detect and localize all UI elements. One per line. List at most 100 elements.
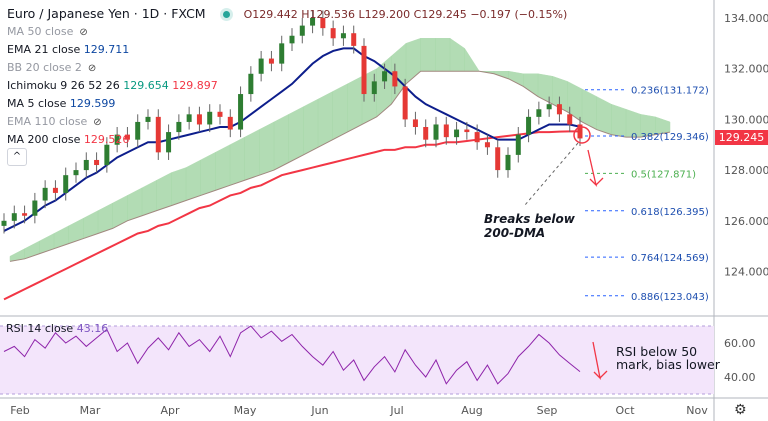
price-tick: 128.000: [724, 164, 768, 177]
hidden-eye-icon[interactable]: ⊘: [79, 27, 88, 38]
candle-body: [289, 35, 295, 44]
rsi-annotation: RSI below 50 mark, bias lower: [616, 344, 720, 372]
candle-body: [382, 71, 388, 82]
candle-body: [63, 175, 69, 193]
rsi-tick: 60.00: [724, 337, 756, 350]
candle-body: [258, 58, 264, 74]
ohlc-close: C129.245: [413, 8, 467, 21]
rsi-tick: 40.00: [724, 371, 756, 384]
rsi-line: [3, 325, 581, 385]
candle-body: [330, 28, 336, 39]
fib-level-label: 0.236(131.172): [631, 86, 709, 97]
candle-body: [536, 109, 542, 117]
candle-body: [196, 114, 202, 125]
ichimoku-cloud-segment: [127, 187, 143, 222]
time-tick: Oct: [615, 404, 635, 417]
candle-body: [145, 116, 151, 122]
candle-body: [392, 71, 398, 87]
candle-body: [310, 18, 316, 26]
annotation-pointer: [524, 142, 579, 206]
candle-body: [238, 94, 244, 130]
ma200-line: [3, 130, 581, 301]
candle-body: [176, 121, 182, 133]
time-tick: Feb: [10, 404, 29, 417]
candle-body: [412, 119, 418, 128]
candle-body: [279, 43, 285, 64]
ichimoku-cloud-segment: [215, 144, 231, 191]
indicator-ma50[interactable]: MA 50 close ⊘: [7, 23, 567, 41]
candle-body: [268, 58, 274, 64]
candle-body: [402, 86, 408, 120]
fib-level-label: 0.382(129.346): [631, 132, 709, 143]
indicator-ichimoku[interactable]: Ichimoku 9 26 52 26 129.654 129.897: [7, 79, 218, 92]
candle-body: [423, 127, 429, 140]
candle-body: [227, 116, 233, 130]
indicator-ema21[interactable]: EMA 21 close 129.711: [7, 43, 130, 56]
candle-body: [464, 129, 470, 133]
ichimoku-cloud-segment: [53, 225, 69, 250]
candle-body: [299, 25, 305, 36]
breakdown-circle: [573, 126, 591, 144]
settings-gear-icon[interactable]: ⚙: [734, 402, 747, 418]
collapse-legend-button[interactable]: ^: [7, 148, 27, 166]
candle-body: [526, 116, 532, 135]
time-tick: Sep: [537, 404, 558, 417]
ohlc-change: −0.197 (−0.15%): [470, 8, 568, 21]
candle-body: [166, 132, 172, 153]
candle-body: [443, 124, 449, 138]
candle-body: [104, 144, 110, 166]
ichimoku-cloud-segment: [611, 103, 627, 138]
symbol-title: Euro / Japanese Yen · 1D · FXCM: [7, 6, 206, 21]
time-tick: Jun: [310, 404, 328, 417]
candle-body: [546, 104, 552, 110]
price-tick: 130.000: [724, 113, 768, 126]
indicator-ma200[interactable]: MA 200 close 129.526: [7, 133, 130, 146]
last-price-label: 129.245: [715, 130, 768, 145]
candle-body: [340, 33, 346, 39]
time-tick: Aug: [461, 404, 482, 417]
candle-body: [556, 104, 562, 115]
legend: Euro / Japanese Yen · 1D · FXCM O129.442…: [7, 5, 567, 149]
ohlc-open: O129.442: [243, 8, 298, 21]
fib-level-label: 0.5(127.871): [631, 169, 696, 180]
candle-body: [83, 159, 89, 171]
candle-body: [42, 187, 48, 201]
candle-body: [567, 114, 573, 125]
ichimoku-cloud-segment: [141, 179, 157, 217]
candle-body: [114, 134, 120, 145]
down-arrow: [587, 149, 604, 188]
indicator-ma5[interactable]: MA 5 close 129.599: [7, 97, 116, 110]
time-tick: Nov: [686, 404, 708, 417]
breaks-annotation: Breaks below 200-DMA: [484, 212, 575, 240]
candle-body: [73, 170, 79, 176]
candle-body: [433, 124, 439, 140]
time-tick: May: [234, 404, 257, 417]
ohlc-high: H129.536: [301, 8, 356, 21]
candle-body: [484, 142, 490, 148]
time-tick: Jul: [389, 404, 403, 417]
ichimoku-cloud-segment: [596, 96, 612, 135]
price-tick: 126.000: [724, 215, 768, 228]
candle-body: [32, 200, 38, 216]
price-tick: 132.000: [724, 63, 768, 76]
indicator-bb20[interactable]: BB 20 close 2 ⊘: [7, 59, 567, 77]
candle-body: [155, 116, 161, 153]
hidden-eye-icon[interactable]: ⊘: [93, 117, 102, 128]
ichimoku-cloud-segment: [112, 195, 128, 229]
candle-body: [22, 213, 28, 216]
ema21-line: [3, 47, 581, 232]
hidden-eye-icon[interactable]: ⊘: [87, 63, 97, 74]
candle-body: [135, 121, 141, 140]
indicator-ema110[interactable]: EMA 110 close ⊘: [7, 113, 567, 131]
rsi-legend: RSI 14 close 43.16: [6, 322, 109, 335]
candle-body: [474, 132, 480, 143]
rsi-band: [0, 326, 714, 394]
price-tick: 124.000: [724, 266, 768, 279]
candle-body: [351, 33, 357, 46]
ichimoku-cloud-segment: [185, 159, 201, 201]
candle-body: [505, 154, 511, 171]
candle-body: [577, 124, 583, 139]
candle-body: [320, 18, 326, 29]
candle-body: [371, 81, 377, 95]
